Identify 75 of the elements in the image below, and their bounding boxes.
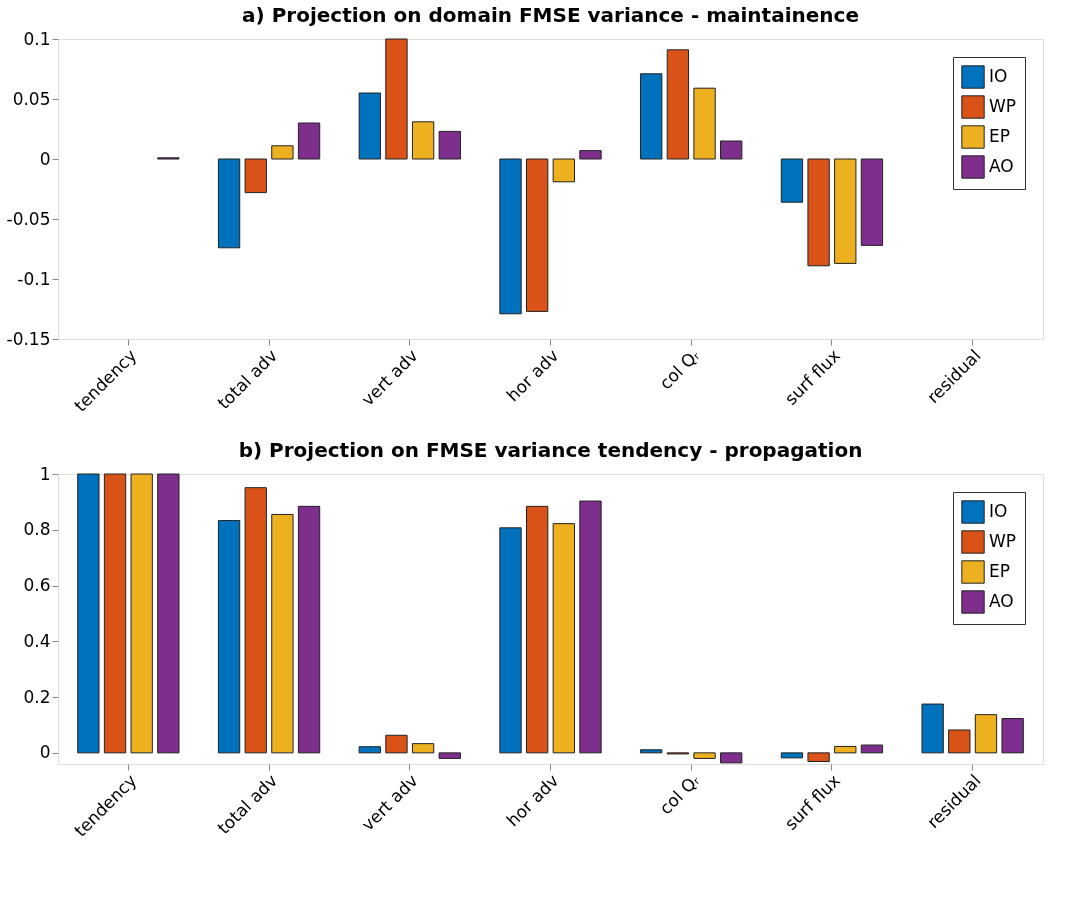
legend-label: EP <box>989 126 1010 146</box>
bar <box>358 92 381 160</box>
bar <box>780 752 804 759</box>
y-tick-label: 0.05 <box>12 88 51 109</box>
y-tick-label: 0 <box>39 148 51 169</box>
x-tick-label: vert adv <box>357 770 422 835</box>
bar <box>974 714 998 754</box>
bar <box>499 158 522 315</box>
y-tick-label: 1 <box>39 463 51 484</box>
bar <box>411 743 435 754</box>
bar <box>834 745 857 754</box>
chart-title: b) Projection on FMSE variance tendency - propagation <box>238 438 863 462</box>
bar <box>640 749 663 754</box>
bar <box>77 473 100 754</box>
y-tick-label: 0.2 <box>23 686 51 707</box>
bar <box>271 145 294 160</box>
chart-title: a) Projection on domain FMSE variance - maintainence <box>242 3 859 27</box>
x-tick-label: vert adv <box>357 345 422 410</box>
bar <box>807 158 830 267</box>
bar <box>526 158 549 312</box>
bar <box>499 527 522 754</box>
bar <box>103 473 127 754</box>
y-tick-label: 0.1 <box>23 28 51 49</box>
bar <box>720 140 743 160</box>
bar <box>217 520 241 754</box>
bar <box>438 130 461 160</box>
x-tick-label: col Qᵣ <box>655 344 704 394</box>
y-tick-label: 0 <box>39 742 51 763</box>
y-tick-label: 0.6 <box>23 575 51 596</box>
bar <box>834 158 857 264</box>
bar <box>640 73 663 160</box>
bar <box>579 150 602 160</box>
bar <box>1001 718 1024 754</box>
bar <box>780 158 804 203</box>
legend-label: IO <box>989 66 1008 86</box>
bar <box>921 703 944 754</box>
y-tick-label: -0.15 <box>6 328 51 349</box>
bar <box>411 121 435 160</box>
bar <box>552 158 575 183</box>
y-tick-label: -0.1 <box>17 268 51 289</box>
legend-label: EP <box>989 561 1010 581</box>
x-tick-label: hor adv <box>502 770 563 831</box>
legend-label: AO <box>989 156 1014 176</box>
bar <box>130 473 153 754</box>
bar <box>217 158 241 249</box>
bar <box>297 122 321 160</box>
bar <box>807 752 830 762</box>
legend-label: WP <box>989 96 1017 116</box>
legend-label: IO <box>989 501 1008 521</box>
x-tick-label: col Qᵣ <box>655 769 704 819</box>
y-tick-label: -0.05 <box>6 208 51 229</box>
bar <box>438 752 461 759</box>
bar <box>720 752 743 764</box>
bar <box>271 513 294 754</box>
x-tick-label: hor adv <box>502 345 563 406</box>
bar <box>385 38 408 160</box>
bar <box>860 744 884 754</box>
bar <box>579 500 602 754</box>
y-tick-label: 0.4 <box>23 630 51 651</box>
legend-label: WP <box>989 531 1017 551</box>
bar <box>526 505 549 754</box>
bar <box>693 752 716 759</box>
bar <box>693 87 716 160</box>
bar <box>157 473 180 754</box>
bar <box>297 505 321 754</box>
bar <box>552 523 575 754</box>
bar <box>860 158 884 246</box>
bar <box>244 158 267 194</box>
y-tick-label: 0.8 <box>23 519 51 540</box>
bar <box>358 746 381 754</box>
bar <box>666 49 690 160</box>
bar <box>385 734 408 754</box>
legend-label: AO <box>989 591 1014 611</box>
bar <box>244 487 267 754</box>
bar <box>948 729 971 754</box>
